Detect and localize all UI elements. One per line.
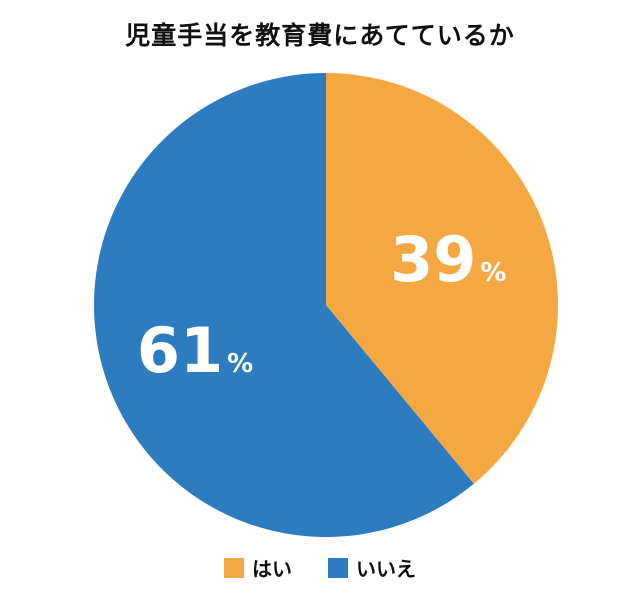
legend-swatch-yes: [224, 557, 244, 578]
legend-item-no: いいえ: [328, 553, 416, 582]
pie-slice-0: [326, 73, 558, 484]
legend-item-yes: はい: [224, 553, 292, 582]
legend-label-no: いいえ: [356, 557, 416, 581]
legend-label-yes: はい: [252, 557, 292, 581]
pie-slices: [93, 73, 558, 537]
legend: はい いいえ: [0, 553, 640, 582]
slice-label-0: 39%: [390, 223, 506, 296]
chart-title: 児童手当を教育費にあてているか: [125, 21, 515, 50]
legend-swatch-no: [328, 557, 348, 578]
pie-slice-1: [93, 73, 474, 537]
slice-label-1: 61%: [137, 314, 253, 387]
pie-labels: 39 % 61%: [137, 223, 507, 387]
